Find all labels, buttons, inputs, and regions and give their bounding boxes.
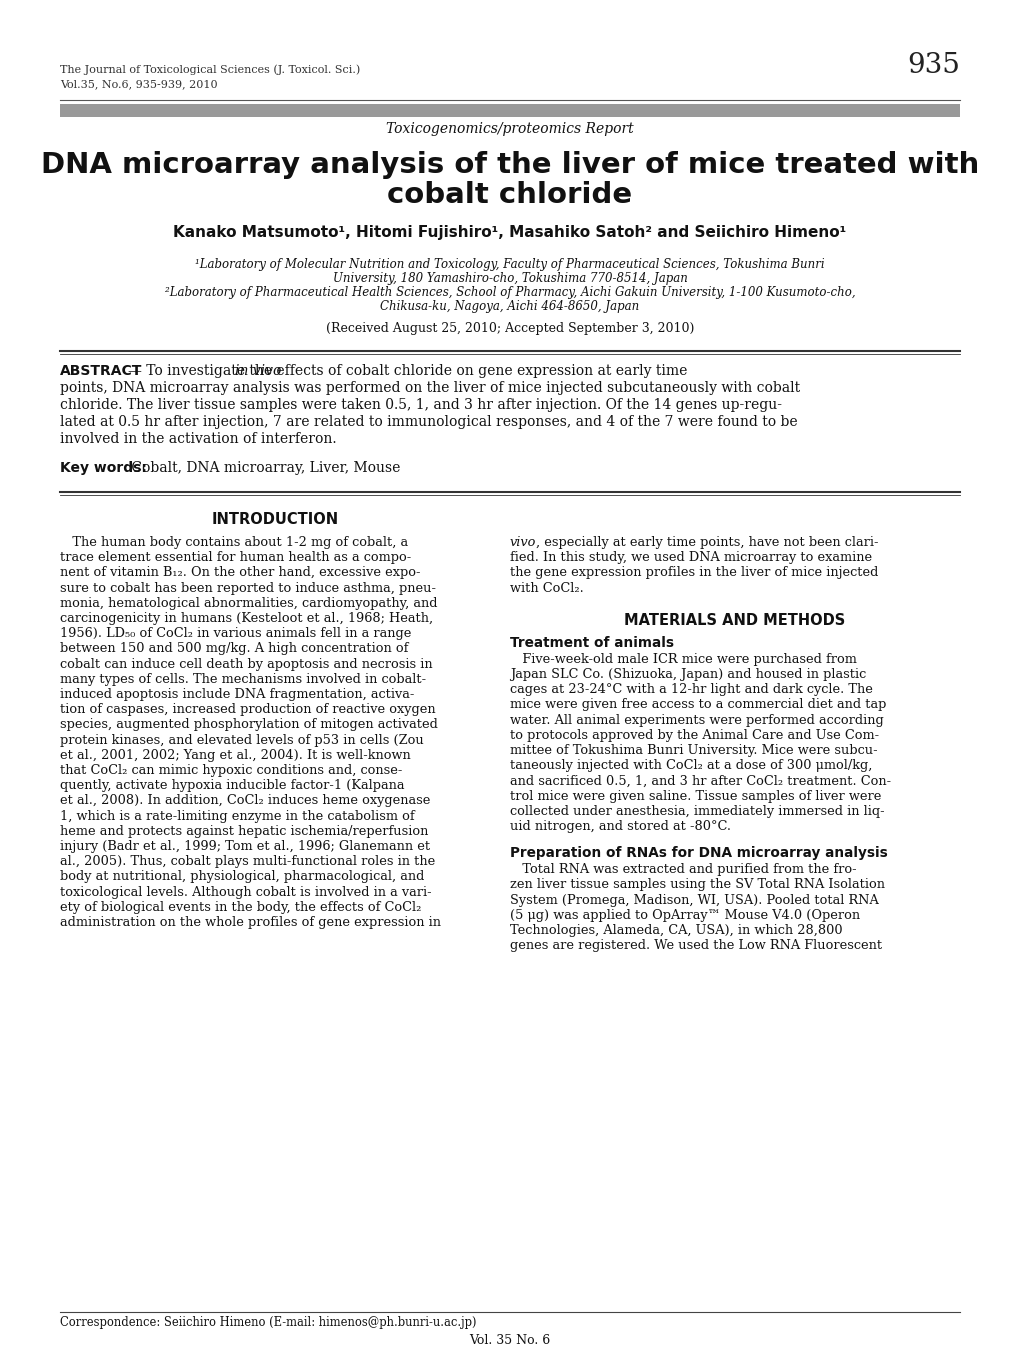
Text: Chikusa-ku, Nagoya, Aichi 464-8650, Japan: Chikusa-ku, Nagoya, Aichi 464-8650, Japa… xyxy=(380,300,639,313)
Text: DNA microarray analysis of the liver of mice treated with: DNA microarray analysis of the liver of … xyxy=(41,151,978,179)
Text: sure to cobalt has been reported to induce asthma, pneu-: sure to cobalt has been reported to indu… xyxy=(60,582,435,595)
Text: Total RNA was extracted and purified from the fro-: Total RNA was extracted and purified fro… xyxy=(510,863,856,877)
Text: toxicological levels. Although cobalt is involved in a vari-: toxicological levels. Although cobalt is… xyxy=(60,886,431,898)
Text: monia, hematological abnormalities, cardiomyopathy, and: monia, hematological abnormalities, card… xyxy=(60,597,437,610)
Text: heme and protects against hepatic ischemia/reperfusion: heme and protects against hepatic ischem… xyxy=(60,825,428,837)
Text: in vivo: in vivo xyxy=(234,364,281,378)
Text: zen liver tissue samples using the SV Total RNA Isolation: zen liver tissue samples using the SV To… xyxy=(510,878,884,892)
Text: mittee of Tokushima Bunri University. Mice were subcu-: mittee of Tokushima Bunri University. Mi… xyxy=(510,743,876,757)
Text: 1956). LD₅₀ of CoCl₂ in various animals fell in a range: 1956). LD₅₀ of CoCl₂ in various animals … xyxy=(60,628,411,640)
Text: fied. In this study, we used DNA microarray to examine: fied. In this study, we used DNA microar… xyxy=(510,552,871,564)
Text: Japan SLC Co. (Shizuoka, Japan) and housed in plastic: Japan SLC Co. (Shizuoka, Japan) and hous… xyxy=(510,669,865,681)
Bar xyxy=(60,105,959,117)
Text: cobalt can induce cell death by apoptosis and necrosis in: cobalt can induce cell death by apoptosi… xyxy=(60,658,432,670)
Text: collected under anesthesia, immediately immersed in liq-: collected under anesthesia, immediately … xyxy=(510,805,883,818)
Text: System (Promega, Madison, WI, USA). Pooled total RNA: System (Promega, Madison, WI, USA). Pool… xyxy=(510,894,878,906)
Text: Key words:: Key words: xyxy=(60,461,147,476)
Text: taneously injected with CoCl₂ at a dose of 300 μmol/kg,: taneously injected with CoCl₂ at a dose … xyxy=(510,760,871,772)
Text: INTRODUCTION: INTRODUCTION xyxy=(211,512,338,527)
Text: — To investigate the: — To investigate the xyxy=(127,364,276,378)
Text: quently, activate hypoxia inducible factor-1 (Kalpana: quently, activate hypoxia inducible fact… xyxy=(60,779,405,792)
Text: carcinogenicity in humans (Kesteloot et al., 1968; Heath,: carcinogenicity in humans (Kesteloot et … xyxy=(60,612,433,625)
Text: many types of cells. The mechanisms involved in cobalt-: many types of cells. The mechanisms invo… xyxy=(60,673,426,686)
Text: vivo: vivo xyxy=(510,535,536,549)
Text: The Journal of Toxicological Sciences (J. Toxicol. Sci.): The Journal of Toxicological Sciences (J… xyxy=(60,64,360,75)
Text: chloride. The liver tissue samples were taken 0.5, 1, and 3 hr after injection. : chloride. The liver tissue samples were … xyxy=(60,398,782,412)
Text: induced apoptosis include DNA fragmentation, activa-: induced apoptosis include DNA fragmentat… xyxy=(60,688,414,701)
Text: Cobalt, DNA microarray, Liver, Mouse: Cobalt, DNA microarray, Liver, Mouse xyxy=(127,461,400,476)
Text: (5 μg) was applied to OpArray™ Mouse V4.0 (Operon: (5 μg) was applied to OpArray™ Mouse V4.… xyxy=(510,909,859,921)
Text: between 150 and 500 mg/kg. A high concentration of: between 150 and 500 mg/kg. A high concen… xyxy=(60,643,408,655)
Text: water. All animal experiments were performed according: water. All animal experiments were perfo… xyxy=(510,713,882,727)
Text: tion of caspases, increased production of reactive oxygen: tion of caspases, increased production o… xyxy=(60,703,435,716)
Text: Kanako Matsumoto¹, Hitomi Fujishiro¹, Masahiko Satoh² and Seiichiro Himeno¹: Kanako Matsumoto¹, Hitomi Fujishiro¹, Ma… xyxy=(173,226,846,241)
Text: nent of vitamin B₁₂. On the other hand, excessive expo-: nent of vitamin B₁₂. On the other hand, … xyxy=(60,567,420,579)
Text: injury (Badr et al., 1999; Tom et al., 1996; Glanemann et: injury (Badr et al., 1999; Tom et al., 1… xyxy=(60,840,430,853)
Text: administration on the whole profiles of gene expression in: administration on the whole profiles of … xyxy=(60,916,440,930)
Text: , especially at early time points, have not been clari-: , especially at early time points, have … xyxy=(535,535,877,549)
Text: to protocols approved by the Animal Care and Use Com-: to protocols approved by the Animal Care… xyxy=(510,728,878,742)
Text: 935: 935 xyxy=(906,52,959,79)
Text: Treatment of animals: Treatment of animals xyxy=(510,636,674,650)
Text: with CoCl₂.: with CoCl₂. xyxy=(510,582,583,595)
Text: Toxicogenomics/proteomics Report: Toxicogenomics/proteomics Report xyxy=(386,122,633,136)
Text: lated at 0.5 hr after injection, 7 are related to immunological responses, and 4: lated at 0.5 hr after injection, 7 are r… xyxy=(60,414,797,429)
Text: University, 180 Yamashiro-cho, Tokushima 770-8514, Japan: University, 180 Yamashiro-cho, Tokushima… xyxy=(332,272,687,285)
Text: ety of biological events in the body, the effects of CoCl₂: ety of biological events in the body, th… xyxy=(60,901,421,913)
Text: effects of cobalt chloride on gene expression at early time: effects of cobalt chloride on gene expre… xyxy=(272,364,687,378)
Text: uid nitrogen, and stored at -80°C.: uid nitrogen, and stored at -80°C. xyxy=(510,819,731,833)
Text: involved in the activation of interferon.: involved in the activation of interferon… xyxy=(60,432,336,446)
Text: and sacrificed 0.5, 1, and 3 hr after CoCl₂ treatment. Con-: and sacrificed 0.5, 1, and 3 hr after Co… xyxy=(510,775,891,787)
Text: The human body contains about 1-2 mg of cobalt, a: The human body contains about 1-2 mg of … xyxy=(60,535,408,549)
Text: Correspondence: Seiichiro Himeno (E-mail: himenos@ph.bunri-u.ac.jp): Correspondence: Seiichiro Himeno (E-mail… xyxy=(60,1316,476,1329)
Text: ²Laboratory of Pharmaceutical Health Sciences, School of Pharmacy, Aichi Gakuin : ²Laboratory of Pharmaceutical Health Sci… xyxy=(164,285,855,299)
Text: points, DNA microarray analysis was performed on the liver of mice injected subc: points, DNA microarray analysis was perf… xyxy=(60,381,799,395)
Text: body at nutritional, physiological, pharmacological, and: body at nutritional, physiological, phar… xyxy=(60,870,424,883)
Text: cobalt chloride: cobalt chloride xyxy=(387,181,632,209)
Text: Preparation of RNAs for DNA microarray analysis: Preparation of RNAs for DNA microarray a… xyxy=(510,847,887,860)
Text: Technologies, Alameda, CA, USA), in which 28,800: Technologies, Alameda, CA, USA), in whic… xyxy=(510,924,842,936)
Text: that CoCl₂ can mimic hypoxic conditions and, conse-: that CoCl₂ can mimic hypoxic conditions … xyxy=(60,764,401,777)
Text: et al., 2001, 2002; Yang et al., 2004). It is well-known: et al., 2001, 2002; Yang et al., 2004). … xyxy=(60,749,411,762)
Text: Vol.35, No.6, 935-939, 2010: Vol.35, No.6, 935-939, 2010 xyxy=(60,79,217,88)
Text: MATERIALS AND METHODS: MATERIALS AND METHODS xyxy=(624,613,845,628)
Text: mice were given free access to a commercial diet and tap: mice were given free access to a commerc… xyxy=(510,699,886,711)
Text: 1, which is a rate-limiting enzyme in the catabolism of: 1, which is a rate-limiting enzyme in th… xyxy=(60,810,414,822)
Text: cages at 23-24°C with a 12-hr light and dark cycle. The: cages at 23-24°C with a 12-hr light and … xyxy=(510,684,872,696)
Text: et al., 2008). In addition, CoCl₂ induces heme oxygenase: et al., 2008). In addition, CoCl₂ induce… xyxy=(60,795,430,807)
Text: trace element essential for human health as a compo-: trace element essential for human health… xyxy=(60,552,411,564)
Text: species, augmented phosphorylation of mitogen activated: species, augmented phosphorylation of mi… xyxy=(60,719,437,731)
Text: protein kinases, and elevated levels of p53 in cells (Zou: protein kinases, and elevated levels of … xyxy=(60,734,423,746)
Text: genes are registered. We used the Low RNA Fluorescent: genes are registered. We used the Low RN… xyxy=(510,939,881,953)
Text: (Received August 25, 2010; Accepted September 3, 2010): (Received August 25, 2010; Accepted Sept… xyxy=(325,322,694,336)
Text: Five-week-old male ICR mice were purchased from: Five-week-old male ICR mice were purchas… xyxy=(510,652,856,666)
Text: trol mice were given saline. Tissue samples of liver were: trol mice were given saline. Tissue samp… xyxy=(510,790,880,803)
Text: ¹Laboratory of Molecular Nutrition and Toxicology, Faculty of Pharmaceutical Sci: ¹Laboratory of Molecular Nutrition and T… xyxy=(195,258,824,270)
Text: the gene expression profiles in the liver of mice injected: the gene expression profiles in the live… xyxy=(510,567,877,579)
Text: Vol. 35 No. 6: Vol. 35 No. 6 xyxy=(469,1335,550,1347)
Text: al., 2005). Thus, cobalt plays multi-functional roles in the: al., 2005). Thus, cobalt plays multi-fun… xyxy=(60,855,435,868)
Text: ABSTRACT: ABSTRACT xyxy=(60,364,143,378)
